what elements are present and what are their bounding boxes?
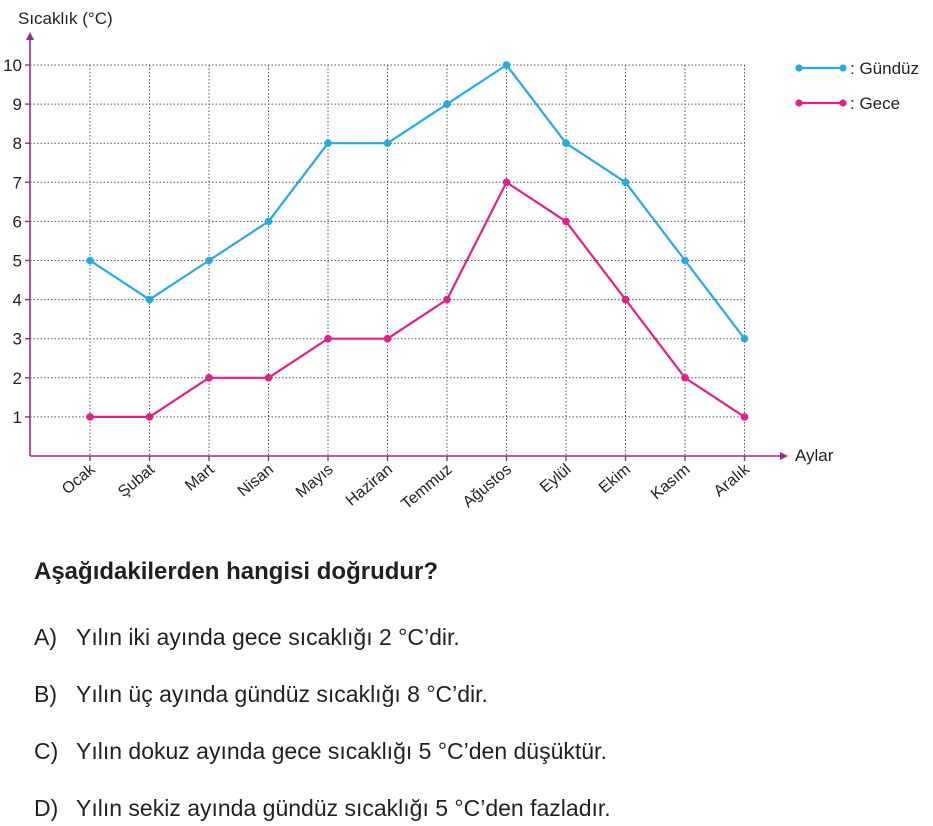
option-d-text: Yılın sekiz ayında gündüz sıcaklığı 5 °C… (76, 795, 611, 821)
question-text: Aşağıdakilerden hangisi doğrudur? (34, 558, 439, 585)
option-b-letter: B) (34, 681, 57, 707)
y-tick-label-1: 1 (13, 408, 22, 427)
chart-series (86, 61, 749, 421)
option-d-letter: D) (34, 795, 59, 821)
y-tick-labels: 1 2 3 4 5 6 7 8 9 10 (3, 56, 22, 427)
legend-marker-end-1 (839, 99, 847, 107)
series-0-point-4 (324, 139, 332, 147)
series-1-point-11 (740, 413, 749, 421)
option-b-text: Yılın üç ayında gündüz sıcaklığı 8 °C’di… (76, 681, 488, 707)
x-tick-label-5: Haziran (343, 461, 396, 509)
legend-label-0: : Gündüz (850, 59, 919, 78)
x-tick-label-10: Kasım (648, 461, 694, 503)
legend-marker-start-0 (795, 64, 803, 72)
series-line-1 (90, 181, 746, 418)
y-tick-label-2: 2 (13, 369, 22, 388)
option-c-letter: C) (34, 738, 59, 764)
series-0-point-9 (621, 178, 630, 187)
option-a-letter: A) (34, 624, 57, 650)
option-a[interactable]: A) Yılın iki ayında gece sıcaklığı 2 °C’d… (34, 624, 460, 651)
series-1-point-5 (383, 334, 392, 343)
y-tick-label-10: 10 (3, 56, 22, 75)
x-tick-label-0: Ocak (59, 460, 99, 498)
series-0-point-2 (205, 256, 213, 265)
series-1-point-7 (502, 178, 511, 187)
series-0-point-1 (145, 295, 154, 304)
option-c[interactable]: C) Yılın dokuz ayında gece sıcaklığı 5 °C… (34, 738, 607, 765)
series-1-point-3 (264, 374, 273, 382)
series-0-point-0 (86, 256, 94, 265)
series-1-point-1 (145, 413, 154, 421)
x-tick-label-6: Temmuz (398, 461, 455, 513)
option-c-text: Yılın dokuz ayında gece sıcaklığı 5 °C’d… (76, 738, 607, 764)
x-axis-arrow-icon (780, 452, 788, 460)
x-tick-label-8: Eylül (537, 461, 574, 496)
legend-marker-start-1 (795, 99, 803, 107)
x-tick-label-4: Mayıs (293, 461, 337, 501)
series-0-point-11 (740, 334, 749, 343)
y-tick-label-5: 5 (13, 252, 22, 271)
y-axis-label: Sıcaklık (°C) (18, 9, 113, 28)
series-0-point-6 (443, 100, 451, 108)
y-tick-label-7: 7 (13, 173, 22, 192)
y-axis-arrow-icon (26, 32, 34, 40)
chart-legend: : Gündüz : Gece (795, 59, 919, 113)
series-1-point-6 (443, 295, 451, 304)
series-1-point-8 (562, 217, 570, 226)
legend-marker-end-0 (839, 64, 847, 72)
x-tick-label-2: Mart (182, 461, 218, 495)
legend-label-1: : Gece (850, 94, 900, 113)
y-tick-label-4: 4 (13, 291, 22, 310)
series-0-point-7 (502, 61, 511, 69)
series-1-point-10 (681, 374, 689, 382)
chart-axes (25, 32, 788, 461)
x-axis-label: Aylar (795, 446, 834, 465)
x-tick-label-11: Aralık (711, 460, 754, 500)
chart-grid (30, 64, 745, 456)
option-d[interactable]: D) Yılın sekiz ayında gündüz sıcaklığı 5 … (34, 795, 611, 822)
x-tick-labels: Ocak Şubat Mart Nisan Mayıs Haziran Temmuz Ağus… (59, 460, 754, 513)
series-0-point-5 (383, 139, 392, 147)
y-tick-label-6: 6 (13, 212, 22, 231)
y-tick-label-8: 8 (13, 134, 22, 153)
x-tick-label-1: Şubat (115, 461, 158, 501)
y-tick-label-9: 9 (13, 95, 22, 114)
series-0-point-3 (264, 217, 273, 226)
series-0-point-8 (562, 139, 570, 147)
series-1-point-0 (86, 413, 94, 421)
option-a-text: Yılın iki ayında gece sıcaklığı 2 °C’dir… (76, 624, 460, 650)
series-0-point-10 (681, 256, 689, 265)
x-tick-label-9: Ekim (596, 461, 634, 497)
series-1-point-2 (205, 374, 213, 382)
y-tick-label-3: 3 (13, 330, 22, 349)
option-b[interactable]: B) Yılın üç ayında gündüz sıcaklığı 8 °C’… (34, 681, 488, 708)
series-1-point-4 (324, 334, 332, 343)
series-1-point-9 (621, 295, 630, 304)
series-line-0 (89, 63, 746, 340)
x-tick-label-7: Ağustos (460, 461, 515, 511)
temperature-line-chart: Sıcaklık (°C) Aylar 1 2 3 4 5 6 7 8 9 10 Ocak Şuba… (3, 9, 919, 513)
x-tick-label-3: Nisan (235, 461, 277, 500)
